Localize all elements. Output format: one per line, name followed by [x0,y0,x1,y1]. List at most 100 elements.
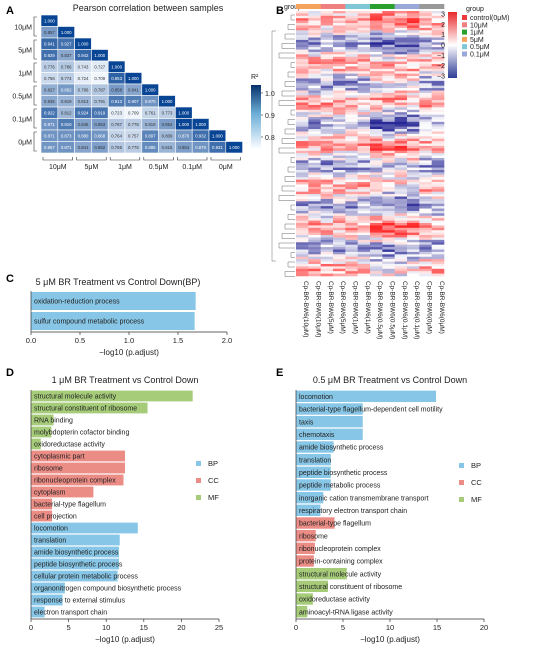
heatmap-cell [357,143,371,147]
heatmap-cell [407,177,420,180]
heatmap-cell [394,126,408,130]
heatmap-cell [320,237,334,241]
cell-value-label: 0.845 [78,122,89,127]
heatmap-cell [296,133,309,137]
x-tick-label: 15 [433,623,441,632]
heatmap-cell [419,235,432,238]
heatmap-cell [357,263,371,267]
heatmap-cell [357,271,371,274]
x-axis-label: −log10 (p.adjust) [99,348,159,357]
bar-label: bacterial-type flagellum [34,502,106,509]
heatmap-cell [357,92,371,96]
heatmap-cells [296,11,445,277]
heatmap-cell [296,145,309,149]
heatmap-cell [419,242,432,245]
heatmap-cell [333,117,346,120]
heatmap-cell [370,124,383,127]
bar [296,567,347,580]
group-bar-segment [333,4,346,9]
heatmap-cell [431,25,445,29]
heatmap-cell [296,32,309,36]
heatmap-cell [370,78,383,82]
heatmap-cell [320,27,334,31]
heatmap-cell [333,136,346,139]
heatmap-cell [419,97,432,101]
group-bar-segment [345,4,358,9]
heatmap-cell [296,92,309,96]
heatmap-cell [333,256,346,260]
heatmap-cell [382,92,395,96]
heatmap-cell [345,208,358,212]
heatmap-cell [333,162,346,166]
heatmap-cell [308,157,321,161]
heatmap-cell [370,177,383,180]
heatmap-cell [296,201,309,205]
heatmap-cell [296,263,309,267]
heatmap-cell [296,230,309,233]
bar [31,606,45,618]
heatmap-cell [431,109,445,113]
heatmap-cell [345,121,358,125]
heatmap-cell [357,66,371,70]
cell-value-label: 0.871 [44,122,55,127]
heatmap-cell [382,210,395,214]
heatmap-cell [357,210,371,214]
heatmap-cell [296,186,309,190]
heatmap-cell [407,133,420,137]
heatmap-cell [382,160,395,164]
heatmap-cell [431,68,445,72]
heatmap-cell [407,213,420,217]
heatmap-cell [320,220,334,224]
cell-value-label: 0.709 [94,76,105,81]
heatmap-cell [382,100,395,103]
heatmap-cell [308,167,321,171]
heatmap-cell [320,112,334,115]
heatmap-cell [357,186,371,190]
heatmap-cell [308,215,321,219]
column-label: 1μM [118,164,132,171]
heatmap-cell [345,198,358,202]
heatmap-cell [431,20,445,24]
heatmap-cell [320,165,334,168]
heatmap-cell [357,39,371,43]
heatmap-cell [370,109,383,113]
heatmap-cell [407,136,420,139]
heatmap-cell [431,247,445,250]
heatmap-cell [431,271,445,274]
heatmap-cell [382,73,395,77]
dendrogram-branch [284,81,295,87]
heatmap-cell [419,256,432,260]
heatmap-cell [345,162,358,166]
heatmap-cell [333,251,346,255]
heatmap-cell [394,121,408,125]
heatmap-cell [357,259,371,262]
heatmap-cell [296,227,309,231]
heatmap-cell [394,35,408,38]
bar [31,594,63,606]
heatmap-cell [394,148,408,152]
heatmap-cell [320,95,334,99]
dendrogram-branch [278,52,295,59]
heatmap-cell [382,201,395,205]
column-label: Cp-BR-BW6(1μM) [352,281,359,334]
heatmap-cell [320,148,334,152]
cell-value-label: 1.000 [44,18,55,23]
heatmap-cell [382,15,395,19]
heatmap-cell [333,172,346,176]
heatmap-cell [407,80,420,84]
heatmap-cell [419,114,432,118]
bar-label: sulfur compound metabolic process [34,319,145,326]
heatmap-cell [419,261,432,265]
panel-label: D [6,367,14,379]
heatmap-cell [431,59,445,62]
heatmap-cell [407,11,420,14]
heatmap-cell [357,114,371,118]
heatmap-cell [431,218,445,221]
heatmap-cell [394,194,408,197]
heatmap-cell [308,64,321,67]
heatmap-cell [308,47,321,50]
heatmap-cell [419,25,432,29]
heatmap-cell [333,155,346,159]
heatmap-cell [345,251,358,255]
heatmap-cell [419,223,432,226]
